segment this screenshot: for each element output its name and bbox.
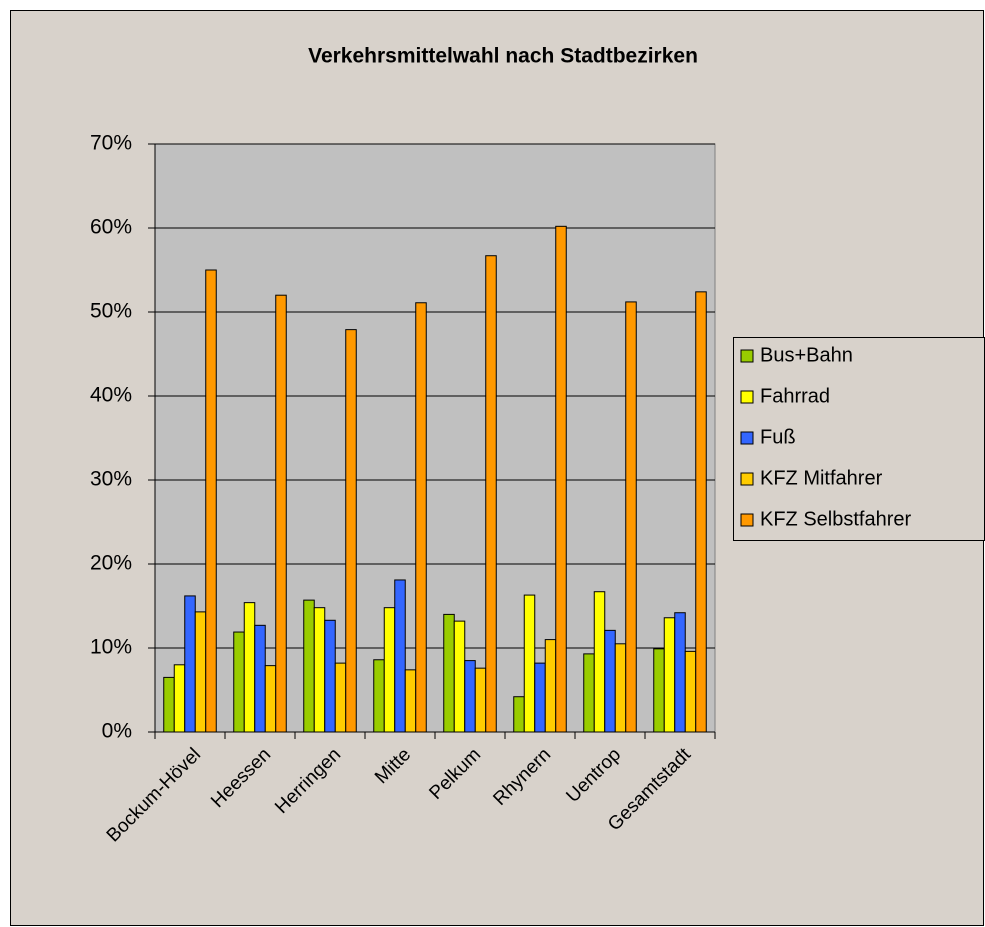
legend-label: KFZ Mitfahrer (760, 467, 883, 489)
bar (194, 611, 207, 733)
bar (695, 291, 707, 733)
bar (345, 329, 357, 733)
legend-swatch (740, 513, 754, 527)
bar (674, 612, 686, 733)
y-tick-label: 30% (90, 468, 132, 491)
bar (163, 676, 175, 733)
bar (373, 659, 385, 733)
legend-label: Fuß (760, 426, 796, 448)
bar (404, 669, 417, 733)
y-tick-label: 40% (90, 384, 132, 407)
chart-title: Verkehrsmittelwahl nach Stadtbezirken (308, 45, 698, 68)
bar (303, 599, 315, 733)
bar (523, 594, 536, 733)
y-tick-label: 0% (102, 720, 132, 743)
bar (275, 294, 287, 733)
bar (313, 607, 326, 733)
bar (534, 662, 546, 733)
bar (254, 624, 266, 733)
bar (243, 602, 256, 733)
bar (443, 613, 455, 733)
legend-swatch (740, 390, 754, 404)
y-tick-label: 20% (90, 552, 132, 575)
legend-swatch (740, 472, 754, 486)
y-tick-label: 70% (90, 132, 132, 155)
bar (474, 667, 487, 733)
bar (684, 650, 697, 733)
legend-swatch (740, 431, 754, 445)
bar (583, 653, 595, 733)
bar (233, 631, 245, 733)
bar (415, 302, 427, 733)
bar (264, 665, 277, 733)
legend-label: Fahrrad (760, 385, 830, 407)
legend (733, 337, 985, 541)
bar (383, 607, 396, 733)
bar (324, 619, 336, 733)
bar (625, 301, 637, 733)
bar (544, 639, 557, 733)
bar (663, 617, 676, 733)
bar (653, 648, 665, 733)
bar (205, 269, 217, 733)
y-tick-label: 60% (90, 216, 132, 239)
bar (334, 662, 347, 733)
bar (513, 696, 525, 733)
legend-label: Bus+Bahn (760, 344, 853, 366)
y-tick-label: 10% (90, 636, 132, 659)
bar (555, 225, 567, 733)
bar (464, 660, 476, 733)
bar (184, 595, 196, 733)
bar (593, 591, 606, 733)
bar (394, 579, 406, 733)
bar (604, 629, 616, 733)
y-tick-label: 50% (90, 300, 132, 323)
bar (453, 620, 466, 733)
legend-swatch (740, 349, 754, 363)
bar (173, 664, 186, 733)
bar (485, 255, 497, 733)
bar (614, 643, 627, 733)
legend-label: KFZ Selbstfahrer (760, 508, 912, 530)
